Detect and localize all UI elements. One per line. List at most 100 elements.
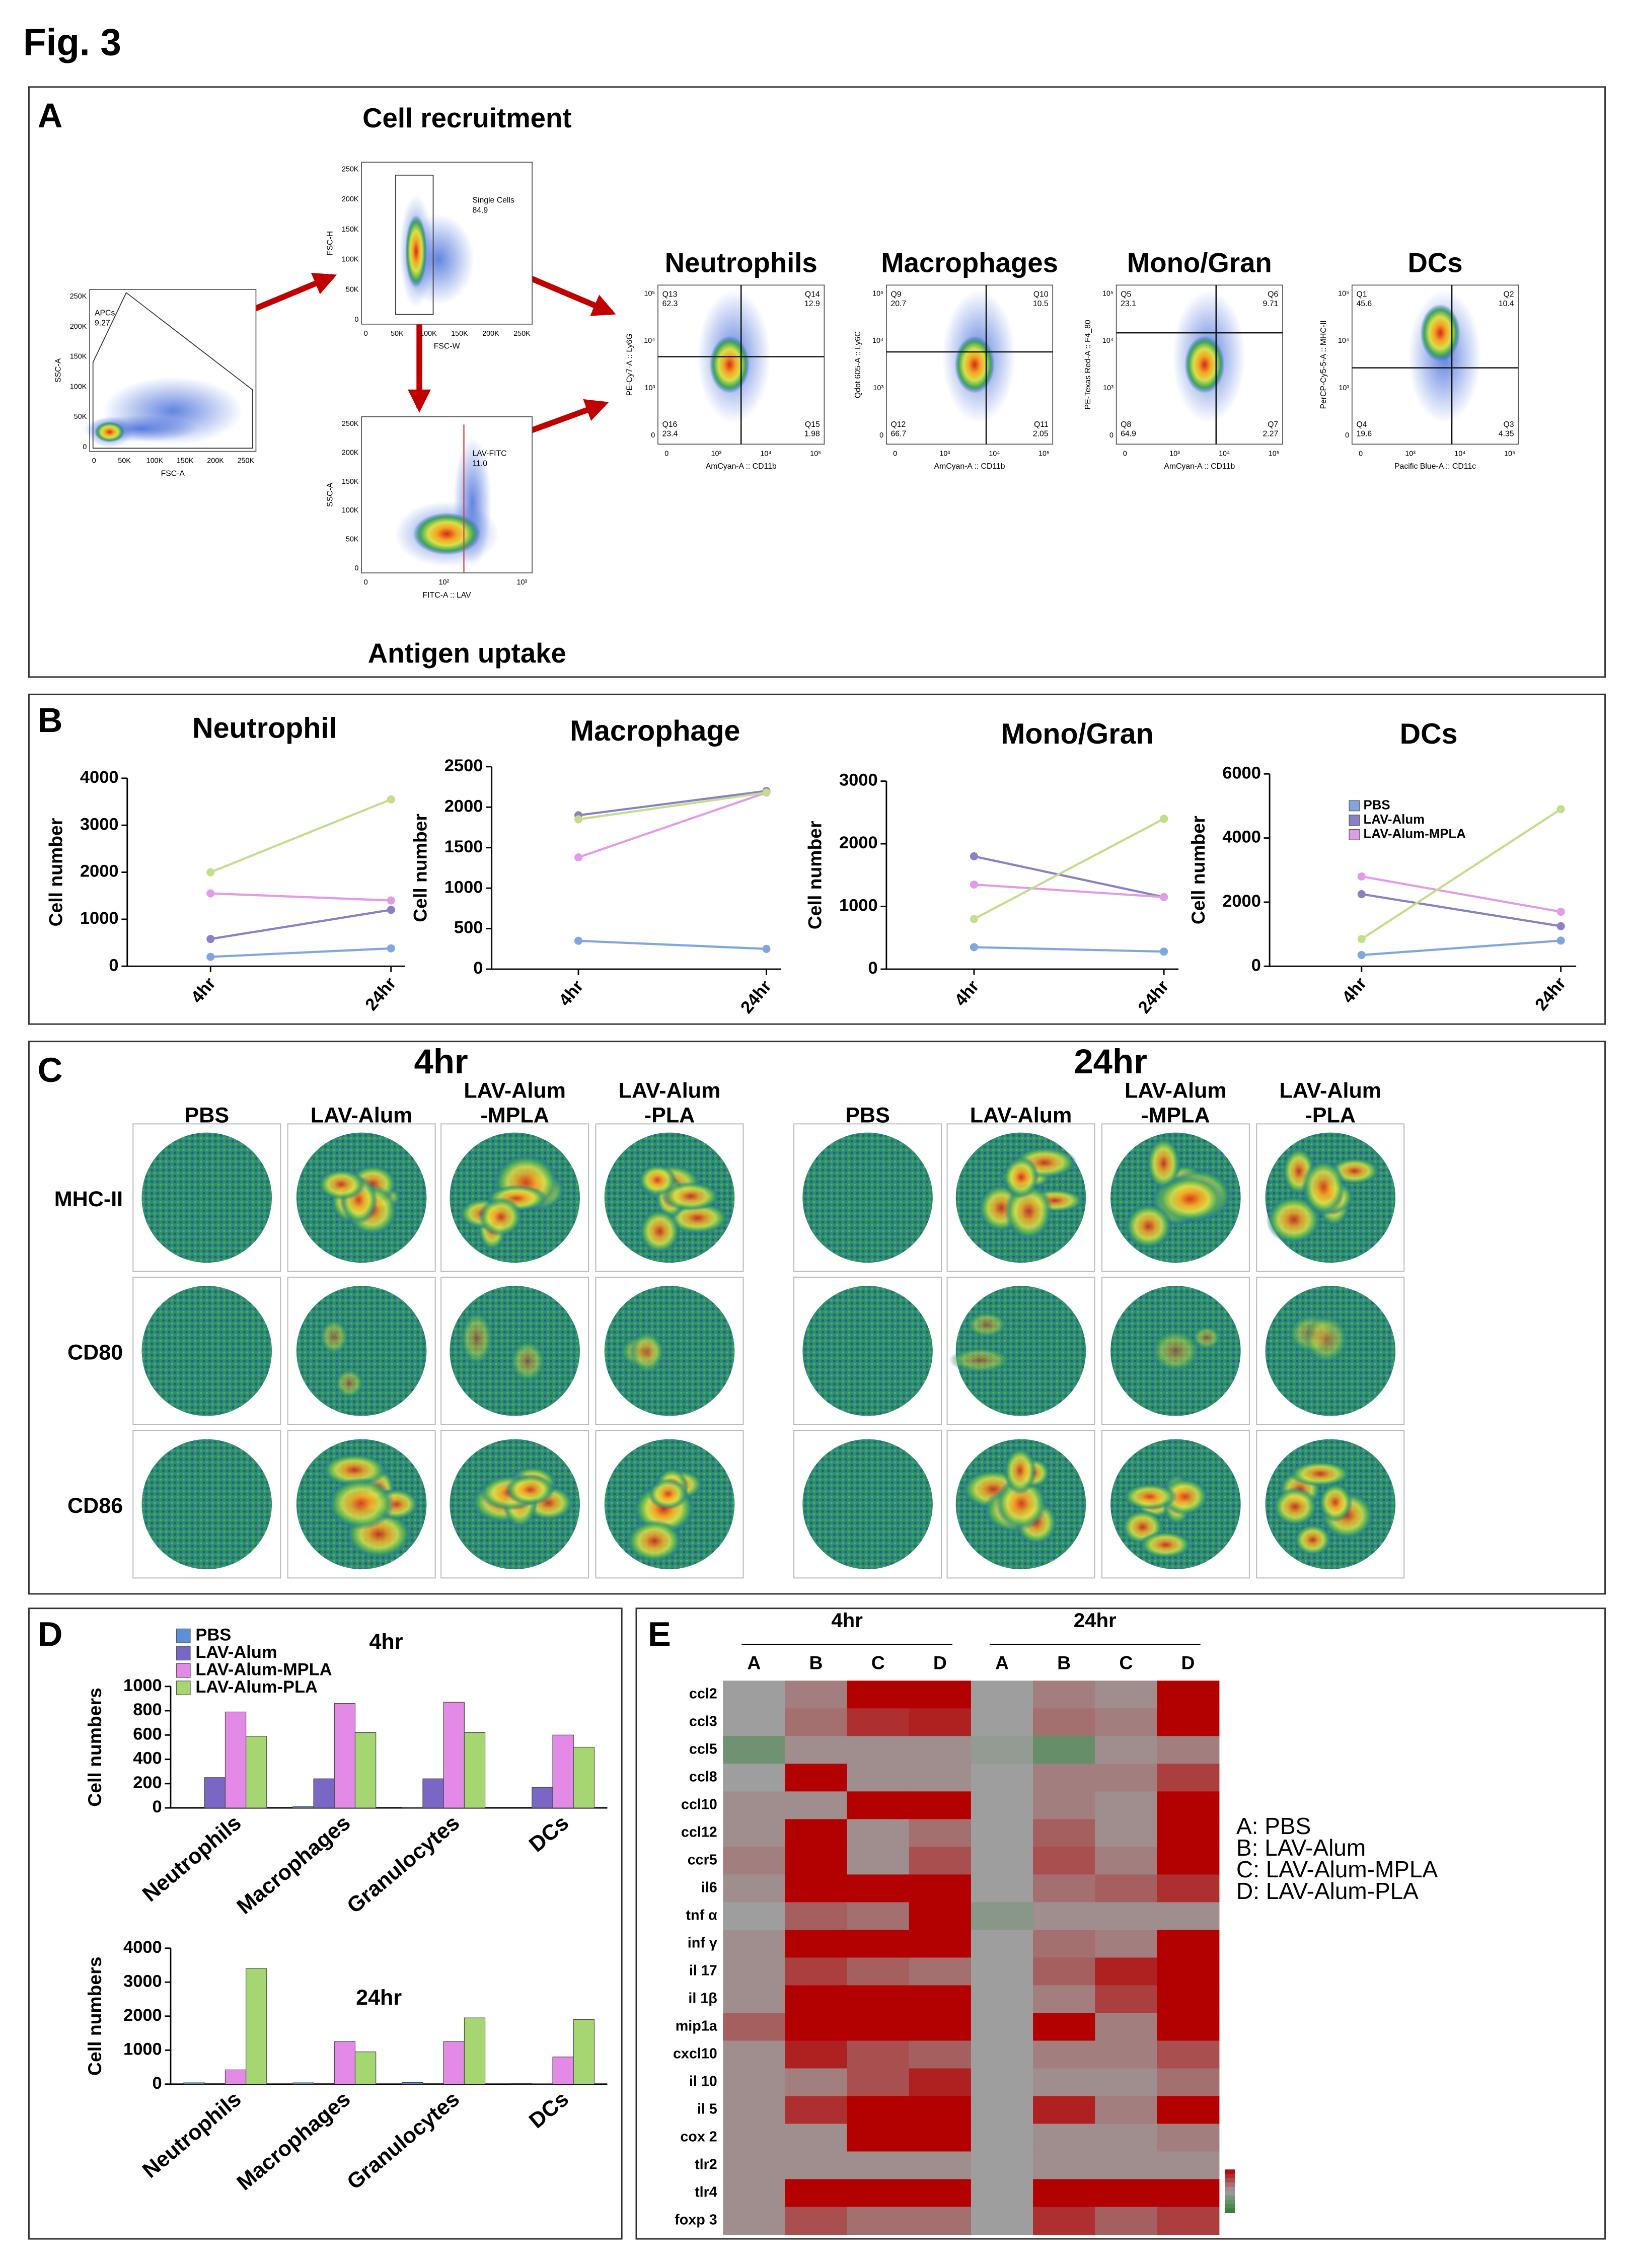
x-tick-label: Granulocytes xyxy=(342,1810,464,1918)
x-tick-label: 10⁵ xyxy=(1269,450,1280,458)
heat-cell xyxy=(1095,1819,1158,1848)
heat-cell xyxy=(785,1736,848,1765)
heat-cell xyxy=(785,1847,848,1875)
figure-title: Fig. 3 xyxy=(23,21,121,63)
tsne-activation xyxy=(509,1339,546,1383)
heat-cell xyxy=(847,2068,910,2097)
quadrant-name: Q11 xyxy=(1034,420,1049,429)
heat-cell xyxy=(847,2179,910,2208)
heat-cell xyxy=(1033,2179,1096,2208)
series-line xyxy=(1361,875,1562,913)
row-label: tlr4 xyxy=(695,2184,717,2201)
heat-cell xyxy=(785,2013,848,2041)
x-tick-label: 0 xyxy=(92,457,96,465)
chart-title: 24hr xyxy=(356,1986,402,2010)
y-axis-label: SSC-A xyxy=(54,358,63,383)
x-axis-label: AmCyan-A :: CD11b xyxy=(706,462,777,471)
group-label: 4hr xyxy=(831,1609,863,1632)
row-label: ccl3 xyxy=(689,1713,717,1729)
series-line xyxy=(1361,939,1561,957)
data-point xyxy=(1357,935,1366,943)
tsne-activation xyxy=(1318,1482,1353,1522)
tsne-activation xyxy=(1146,1136,1181,1190)
row-label: foxp 3 xyxy=(675,2212,717,2228)
heat-cell xyxy=(971,2151,1033,2180)
x-tick-label: 200K xyxy=(207,457,224,465)
y-tick-label: 10³ xyxy=(873,384,883,392)
x-tick-label: 24hr xyxy=(1531,974,1570,1014)
quadrant-name: Q3 xyxy=(1504,420,1514,429)
heat-cell xyxy=(1095,2207,1158,2235)
y-tick-label: 0 xyxy=(354,564,358,572)
tsne-map xyxy=(296,1286,427,1416)
x-tick-label: 250K xyxy=(238,457,255,465)
heat-cell xyxy=(847,2207,910,2235)
tsne-activation xyxy=(965,1311,1008,1338)
heat-cell xyxy=(785,2207,848,2235)
heat-cell xyxy=(1033,1902,1096,1931)
row-label: MHC-II xyxy=(54,1187,123,1211)
heat-cell xyxy=(1033,1985,1096,2014)
panel-a-frame xyxy=(28,86,1606,678)
heat-cell xyxy=(971,1957,1033,1986)
heat-cell xyxy=(1033,1957,1096,1986)
quadrant-value: 20.7 xyxy=(891,300,907,308)
row-label: inf γ xyxy=(688,1935,717,1951)
data-point xyxy=(1556,936,1565,945)
bar xyxy=(422,2083,444,2085)
x-tick-label: 4hr xyxy=(1339,974,1371,1007)
data-point xyxy=(387,906,395,914)
heat-cell xyxy=(1033,2207,1096,2235)
x-tick-label: 50K xyxy=(118,457,131,465)
row-label: ccl10 xyxy=(681,1796,717,1812)
y-axis-label: PE-Texas Red-A :: F4_80 xyxy=(1084,320,1092,409)
legend-swatch xyxy=(1349,800,1360,812)
x-axis-label: AmCyan-A :: CD11b xyxy=(934,462,1005,471)
heat-cell xyxy=(723,2068,786,2097)
panel-label: A xyxy=(38,96,63,135)
x-tick-label: 4hr xyxy=(951,977,983,1010)
heat-cell xyxy=(1095,2040,1158,2069)
colorbar-step xyxy=(1225,2208,1235,2214)
column-label: C xyxy=(871,1652,885,1673)
column-label: B xyxy=(1057,1652,1071,1673)
data-point xyxy=(762,788,771,797)
x-tick-label: 0 xyxy=(364,330,368,338)
tsne-activation xyxy=(1003,1446,1037,1495)
heat-cell xyxy=(971,2207,1033,2235)
heat-cell xyxy=(909,2207,972,2235)
series-line xyxy=(578,789,767,817)
heat-cell xyxy=(1095,2096,1158,2125)
y-tick-label: 200K xyxy=(342,195,359,203)
legend-swatch xyxy=(176,1680,191,1696)
y-axis-label: SSC-A xyxy=(326,482,335,507)
row-label: tlr2 xyxy=(695,2157,717,2173)
heat-cell xyxy=(909,1985,972,2014)
y-tick-label: 4000 xyxy=(80,768,119,787)
y-tick-label: 0 xyxy=(868,959,877,978)
tsne-activation xyxy=(1124,1203,1173,1250)
bar xyxy=(573,2019,595,2085)
y-tick-label: 10⁵ xyxy=(872,289,883,298)
heat-cell xyxy=(847,2013,910,2041)
heat-cell xyxy=(785,2179,848,2208)
y-tick-label: 2000 xyxy=(80,862,119,881)
x-tick-label: 200K xyxy=(482,330,499,338)
tsne-activation xyxy=(1139,1531,1193,1559)
series-line xyxy=(1361,893,1561,927)
heat-cell xyxy=(723,1819,786,1848)
heat-cell xyxy=(847,1902,910,1931)
heat-cell xyxy=(1095,2179,1158,2208)
quadrant-value: 62.3 xyxy=(662,300,678,308)
heat-cell xyxy=(1157,2151,1220,2180)
y-tick-label: 1000 xyxy=(444,877,483,897)
heat-cell xyxy=(723,1930,786,1958)
heat-cell xyxy=(1033,1874,1096,1903)
tsne-map xyxy=(802,1286,933,1416)
x-tick-label: Macrophages xyxy=(233,1810,355,1919)
gate-value: 9.27 xyxy=(95,319,110,328)
gate-name: APCs xyxy=(95,309,115,317)
quadrant-value: 19.6 xyxy=(1356,429,1372,438)
data-point xyxy=(1160,893,1168,901)
